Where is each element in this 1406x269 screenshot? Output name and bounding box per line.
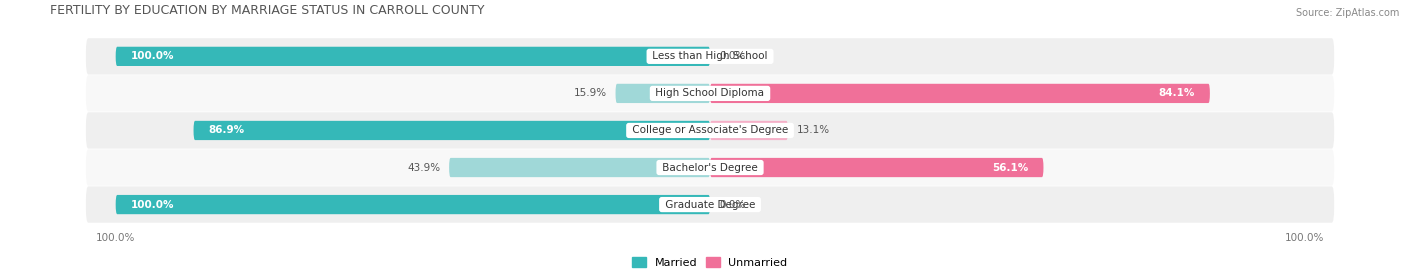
Text: 56.1%: 56.1% — [993, 162, 1029, 172]
Text: 43.9%: 43.9% — [408, 162, 440, 172]
Text: High School Diploma: High School Diploma — [652, 89, 768, 98]
Text: 13.1%: 13.1% — [797, 125, 830, 136]
FancyBboxPatch shape — [86, 149, 1334, 186]
FancyBboxPatch shape — [710, 84, 1211, 103]
FancyBboxPatch shape — [710, 158, 1043, 177]
Text: 0.0%: 0.0% — [718, 200, 745, 210]
Text: 15.9%: 15.9% — [574, 89, 606, 98]
Text: 100.0%: 100.0% — [131, 51, 174, 61]
Text: Source: ZipAtlas.com: Source: ZipAtlas.com — [1295, 8, 1399, 18]
FancyBboxPatch shape — [449, 158, 710, 177]
FancyBboxPatch shape — [86, 186, 1334, 223]
Text: Bachelor's Degree: Bachelor's Degree — [659, 162, 761, 172]
FancyBboxPatch shape — [194, 121, 710, 140]
Text: Less than High School: Less than High School — [650, 51, 770, 61]
Text: College or Associate's Degree: College or Associate's Degree — [628, 125, 792, 136]
FancyBboxPatch shape — [86, 112, 1334, 148]
Text: 0.0%: 0.0% — [718, 51, 745, 61]
FancyBboxPatch shape — [86, 38, 1334, 75]
FancyBboxPatch shape — [86, 75, 1334, 112]
FancyBboxPatch shape — [710, 121, 787, 140]
Text: Graduate Degree: Graduate Degree — [662, 200, 758, 210]
Text: 100.0%: 100.0% — [131, 200, 174, 210]
Text: 84.1%: 84.1% — [1159, 89, 1195, 98]
Legend: Married, Unmarried: Married, Unmarried — [628, 253, 792, 269]
FancyBboxPatch shape — [616, 84, 710, 103]
Text: 86.9%: 86.9% — [208, 125, 245, 136]
FancyBboxPatch shape — [115, 195, 710, 214]
FancyBboxPatch shape — [115, 47, 710, 66]
Text: FERTILITY BY EDUCATION BY MARRIAGE STATUS IN CARROLL COUNTY: FERTILITY BY EDUCATION BY MARRIAGE STATU… — [49, 3, 484, 17]
